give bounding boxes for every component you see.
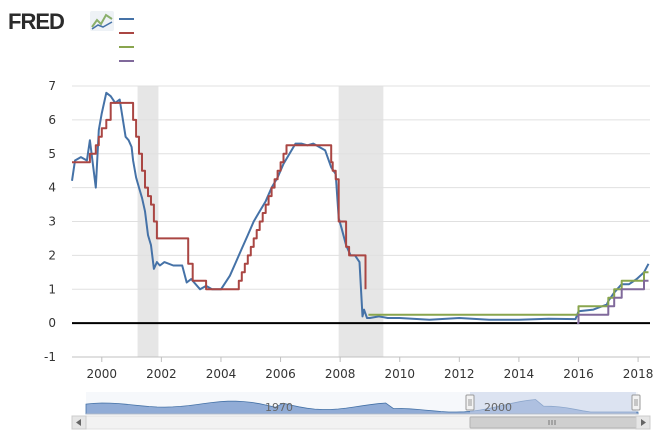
line-chart-icon (90, 11, 114, 31)
scrollbar[interactable] (71, 415, 651, 430)
navigator-label-2000: 2000 (484, 401, 512, 414)
x-tick-label: 2006 (265, 367, 296, 381)
y-tick-label: 0 (48, 316, 56, 330)
y-tick-label: -1 (44, 350, 56, 364)
series-line-3 (368, 271, 649, 316)
y-axis: -1 0 1 2 3 4 5 6 7 (44, 79, 56, 364)
y-tick-label: 3 (48, 215, 56, 229)
x-axis: 2000 2002 2004 2006 2008 2010 2012 2014 2016 2018 (72, 356, 654, 381)
x-tick-label: 2004 (206, 367, 237, 381)
navigator[interactable]: 1970 2000 (85, 392, 641, 415)
chevron-right-icon (641, 419, 646, 426)
y-tick-label: 1 (48, 282, 56, 296)
x-tick-label: 2002 (146, 367, 177, 381)
navigator-label-1970: 1970 (265, 401, 293, 414)
y-tick-label: 7 (48, 79, 56, 93)
scroll-right-button[interactable] (635, 415, 651, 430)
x-tick-label: 2018 (623, 367, 654, 381)
x-tick-label: 2010 (384, 367, 415, 381)
legend (119, 18, 134, 62)
x-tick-label: 2012 (444, 367, 475, 381)
series-line-4 (577, 279, 649, 325)
y-tick-label: 4 (48, 181, 56, 195)
scrollbar-thumb[interactable] (469, 416, 637, 429)
x-tick-label: 2000 (87, 367, 118, 381)
y-tick-label: 2 (48, 248, 56, 262)
navigator-handle-left[interactable] (465, 394, 475, 411)
y-tick-label: 6 (48, 113, 56, 127)
x-tick-label: 2014 (504, 367, 535, 381)
series-lines (71, 91, 650, 325)
x-tick-label: 2016 (563, 367, 594, 381)
navigator-selection[interactable] (470, 392, 636, 414)
navigator-handle-right[interactable] (631, 394, 641, 411)
fred-logo[interactable]: FRED (8, 9, 114, 34)
series-line-2 (72, 101, 367, 291)
chevron-left-icon (76, 419, 81, 426)
logo-text: FRED (8, 9, 64, 34)
x-tick-label: 2008 (325, 367, 356, 381)
series-line-1 (71, 91, 650, 321)
scrollbar-grip-icon (548, 420, 556, 425)
y-tick-label: 5 (48, 147, 56, 161)
scroll-left-button[interactable] (71, 415, 87, 430)
